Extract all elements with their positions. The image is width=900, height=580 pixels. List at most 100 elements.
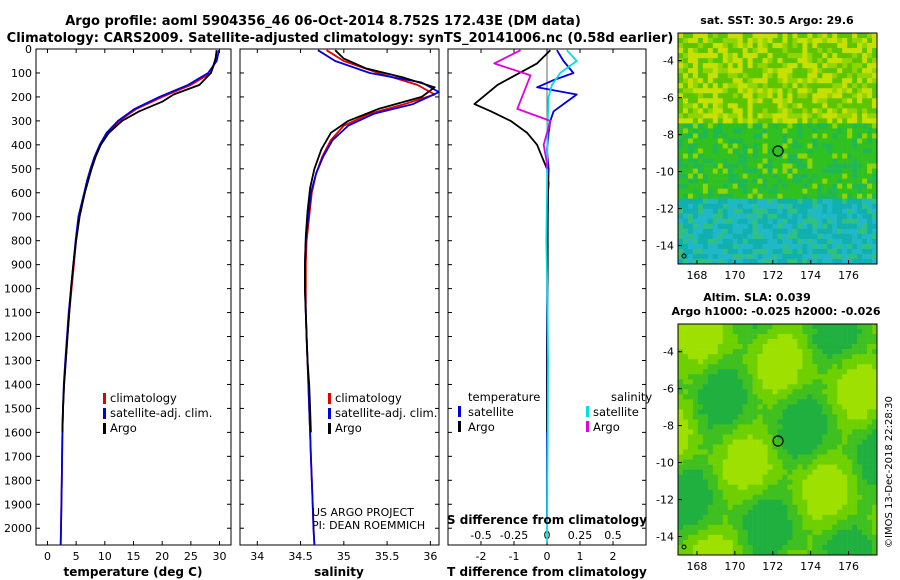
map-cell — [752, 334, 758, 340]
map-cell — [678, 424, 684, 430]
map-cell — [717, 68, 724, 74]
map-cell — [852, 173, 858, 179]
map-cell — [822, 243, 828, 250]
map-cell — [857, 514, 863, 521]
map-cell — [727, 58, 734, 64]
map-cell — [752, 384, 758, 390]
map-cell — [702, 369, 709, 375]
map-cell — [807, 93, 813, 99]
map-cell — [797, 108, 803, 114]
map-cell — [822, 464, 828, 470]
map-cell — [802, 394, 808, 400]
map-cell — [802, 459, 808, 465]
map-cell — [797, 93, 803, 99]
map-cell — [732, 339, 738, 345]
map-cell — [817, 198, 823, 205]
map-cell — [687, 113, 694, 119]
map-cell — [787, 218, 793, 225]
map-cell — [852, 389, 858, 395]
map-cell — [832, 469, 838, 475]
map-cell — [737, 444, 743, 450]
map-cell — [707, 389, 714, 395]
map-cell — [762, 519, 768, 526]
map-cell — [727, 339, 734, 345]
map-cell — [837, 48, 843, 54]
map-cell — [822, 504, 828, 511]
lon-tick-label: 172 — [762, 269, 783, 282]
map-cell — [842, 549, 848, 556]
map-cell — [702, 128, 709, 134]
map-cell — [852, 419, 858, 425]
map-cell — [857, 63, 863, 69]
map-cell — [752, 419, 758, 425]
map-cell — [857, 449, 863, 455]
map-cell — [857, 349, 863, 355]
map-cell — [862, 213, 868, 220]
map-cell — [847, 153, 853, 159]
map-cell — [762, 253, 768, 260]
map-cell — [857, 369, 863, 375]
map-cell — [847, 439, 853, 445]
map-cell — [862, 128, 868, 134]
map-cell — [802, 238, 808, 245]
map-cell — [702, 449, 709, 455]
map-cell — [722, 419, 729, 425]
map-cell — [762, 469, 768, 475]
map-cell — [682, 524, 689, 531]
map-cell — [862, 494, 868, 501]
map-cell — [707, 108, 714, 114]
map-cell — [697, 63, 704, 69]
map-cell — [832, 534, 838, 541]
map-cell — [832, 163, 838, 169]
map-cell — [732, 359, 738, 365]
map-cell — [827, 519, 833, 526]
map-cell — [782, 198, 788, 205]
map-cell — [752, 68, 758, 74]
map-cell — [807, 424, 813, 430]
map-cell — [747, 138, 753, 144]
map-cell — [712, 419, 719, 425]
map-cell — [842, 223, 848, 230]
map-cell — [717, 233, 724, 240]
map-cell — [797, 369, 803, 375]
map-cell — [737, 133, 743, 139]
map-cell — [867, 349, 873, 355]
map-cell — [712, 364, 719, 370]
depth-tick-label: 1300 — [4, 354, 32, 367]
map-cell — [707, 329, 714, 335]
map-cell — [817, 514, 823, 521]
map-cell — [717, 183, 724, 189]
map-cell — [687, 509, 694, 516]
map-cell — [827, 434, 833, 440]
map-cell — [678, 178, 684, 184]
map-cell — [817, 48, 823, 54]
map-cell — [797, 188, 803, 194]
map-cell — [807, 83, 813, 89]
map-cell — [707, 434, 714, 440]
map-cell — [802, 479, 808, 485]
map-cell — [782, 444, 788, 450]
map-cell — [802, 173, 808, 179]
map-cell — [817, 53, 823, 59]
map-cell — [867, 118, 873, 124]
map-cell — [722, 394, 729, 400]
map-cell — [812, 33, 818, 39]
map-cell — [757, 424, 763, 430]
map-cell — [737, 198, 743, 205]
map-cell — [687, 544, 694, 551]
map-cell — [762, 524, 768, 531]
map-cell — [857, 33, 863, 39]
map-cell — [742, 103, 748, 109]
map-cell — [802, 424, 808, 430]
map-cell — [837, 88, 843, 94]
map-cell — [817, 253, 823, 260]
map-cell — [757, 238, 763, 245]
map-cell — [872, 549, 878, 556]
map-cell — [797, 459, 803, 465]
map-cell — [717, 198, 724, 205]
map-cell — [722, 459, 729, 465]
map-cell — [822, 103, 828, 109]
map-cell — [722, 514, 729, 521]
map-cell — [687, 339, 694, 345]
map-cell — [702, 404, 709, 410]
